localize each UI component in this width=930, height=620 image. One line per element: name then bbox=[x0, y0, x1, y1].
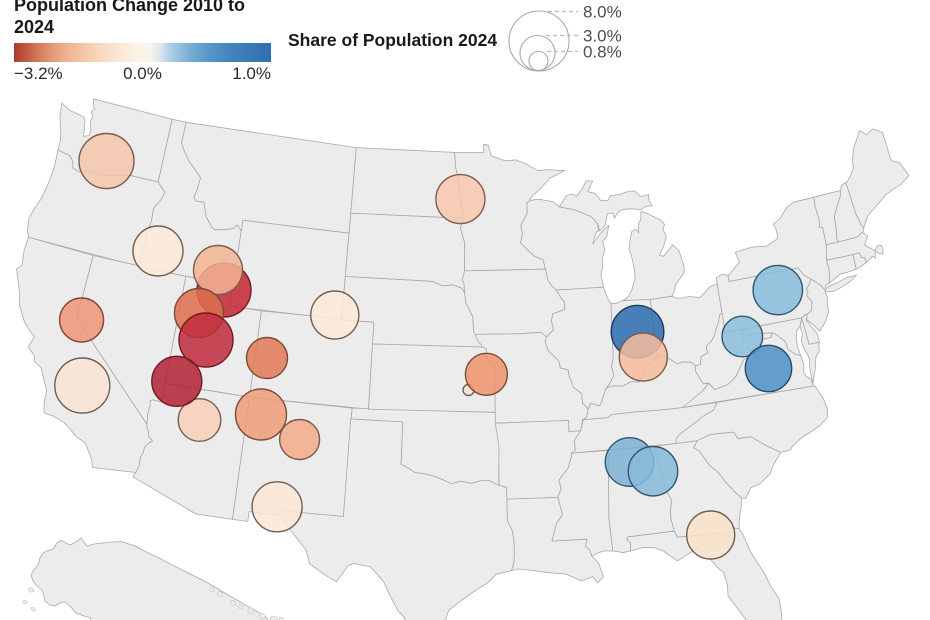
svg-text:3.0%: 3.0% bbox=[583, 27, 622, 46]
svg-text:0.8%: 0.8% bbox=[583, 43, 622, 62]
svg-text:8.0%: 8.0% bbox=[583, 3, 622, 22]
